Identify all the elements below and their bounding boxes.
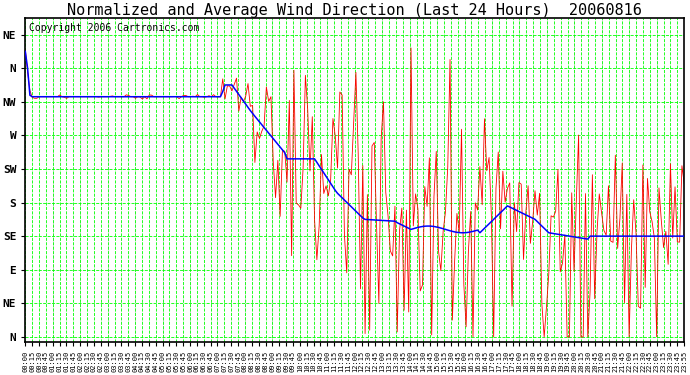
Title: Normalized and Average Wind Direction (Last 24 Hours)  20060816: Normalized and Average Wind Direction (L…: [68, 3, 642, 18]
Text: Copyright 2006 Cartronics.com: Copyright 2006 Cartronics.com: [28, 22, 199, 33]
